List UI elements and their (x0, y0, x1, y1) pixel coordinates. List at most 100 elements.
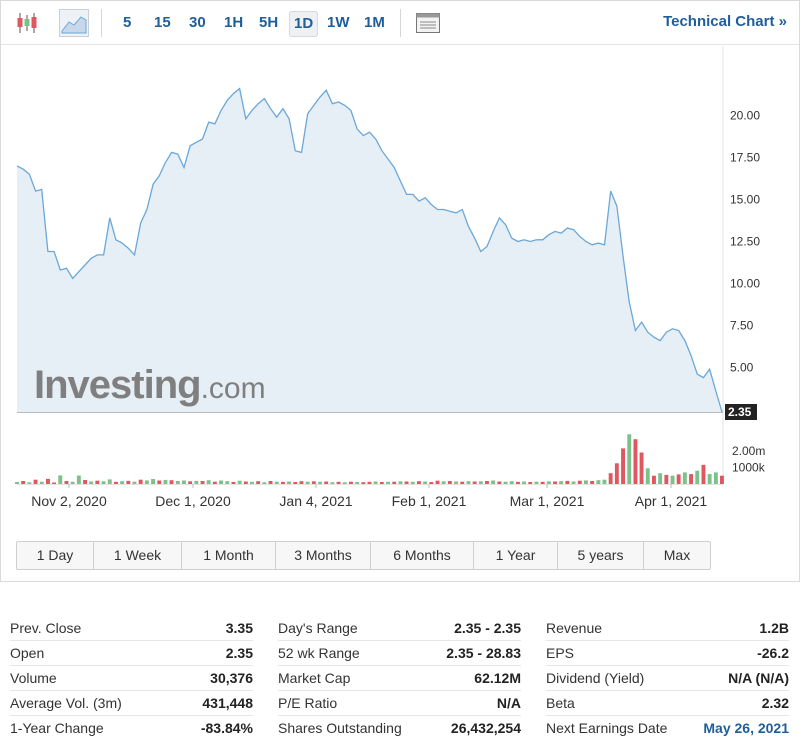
stat-label: Dividend (Yield) (546, 670, 645, 686)
stat-label: P/E Ratio (278, 695, 338, 711)
y-tick-label: 7.50 (730, 318, 754, 332)
volume-bar (559, 481, 564, 484)
stat-value: 3.35 (225, 620, 253, 636)
volume-bar (565, 480, 570, 484)
volume-bar (219, 480, 223, 484)
stat-label: Volume (10, 670, 57, 686)
y-tick-label: 17.50 (730, 150, 760, 164)
timeframe-1d[interactable]: 1D (289, 11, 319, 37)
volume-bar (76, 475, 81, 484)
volume-bar (546, 481, 551, 484)
stat-label: Revenue (546, 620, 603, 636)
range-button-6-months[interactable]: 6 Months (371, 542, 474, 569)
volume-bar (633, 439, 638, 484)
y-tick-label: 12.50 (730, 234, 760, 248)
volume-bar (311, 481, 316, 484)
volume-bar (188, 481, 193, 484)
stat-row: Next Earnings Date May 26, 2021 (546, 716, 789, 741)
volume-bar (497, 481, 502, 484)
stat-value: -26.2 (757, 645, 789, 661)
volume-bar (206, 480, 211, 484)
range-button-max[interactable]: Max (663, 547, 691, 563)
volume-bar (355, 482, 360, 484)
indicators-icon[interactable] (414, 9, 442, 37)
range-button-3-months[interactable]: 3 Months (276, 542, 371, 569)
volume-bar (274, 481, 279, 484)
area-chart-icon[interactable] (59, 9, 89, 37)
volume-bar (695, 470, 700, 484)
x-tick-label: Mar 1, 2021 (510, 493, 585, 509)
volume-bar (262, 482, 267, 484)
stat-row: Beta 2.32 (546, 691, 789, 716)
range-button-1-day[interactable]: 1 Day (17, 542, 94, 569)
volume-bar (577, 480, 582, 484)
x-tick-label: Dec 1, 2020 (155, 493, 231, 509)
volume-bar (194, 480, 199, 484)
volume-bar (89, 481, 94, 484)
stat-label: Prev. Close (10, 620, 82, 636)
range-button-1-month[interactable]: 1 Month (182, 542, 276, 569)
stat-row: Shares Outstanding 26,432,254 (278, 716, 521, 741)
volume-bar (27, 482, 32, 484)
volume-bar (410, 481, 415, 484)
technical-chart-link[interactable]: Technical Chart » (663, 13, 787, 30)
y-tick-label: 10.00 (730, 276, 760, 290)
volume-bar (287, 481, 291, 484)
volume-bar (553, 481, 557, 484)
timeframe-1w[interactable]: 1W (327, 14, 350, 31)
timeframe-30[interactable]: 30 (189, 14, 206, 31)
stat-value: 2.32 (761, 695, 789, 711)
volume-bar (144, 480, 149, 484)
volume-bar (367, 481, 372, 484)
stat-value: -83.84% (200, 720, 253, 736)
volume-bar (175, 481, 180, 484)
volume-bar (305, 481, 310, 484)
price-chart: 20.00 17.50 15.00 12.50 10.00 7.50 5.00 2.35 2.0… (15, 46, 766, 509)
volume-bar (398, 481, 403, 484)
volume-bar (107, 479, 112, 484)
stat-label: 52 wk Range (278, 645, 360, 661)
range-button-1-year[interactable]: 1 Year (474, 542, 558, 569)
stat-row: 1-Year Change -83.84% (10, 716, 253, 741)
timeframe-5h[interactable]: 5H (259, 14, 279, 31)
x-tick-label: Feb 1, 2021 (392, 493, 467, 509)
timeframe-1h[interactable]: 1H (224, 14, 244, 31)
volume-bar (528, 482, 533, 484)
stat-label: Next Earnings Date (546, 720, 668, 736)
stats-table: Prev. Close 3.35 Open 2.35 Volume 30,376 Avera… (0, 616, 800, 743)
range-button-5-years[interactable]: 5 years (558, 542, 644, 569)
volume-bar (670, 475, 675, 484)
volume-bar (237, 480, 242, 484)
volume-bar (268, 481, 273, 484)
volume-bar (70, 481, 75, 484)
volume-bar (435, 480, 440, 484)
last-price-badge (725, 404, 757, 420)
volume-bar (472, 481, 477, 484)
volume-bar (485, 481, 489, 484)
volume-bar (212, 481, 217, 484)
volume-bar (114, 481, 118, 484)
volume-bar (373, 481, 378, 484)
investing-logo: Investing.com (34, 363, 266, 407)
volume-bar (281, 481, 285, 484)
volume-bar (652, 475, 656, 484)
volume-bar (707, 474, 712, 484)
timeframe-1m[interactable]: 1M (364, 14, 385, 31)
timeframe-5[interactable]: 5 (123, 14, 132, 31)
volume-bar (720, 475, 724, 484)
price-area (17, 88, 722, 412)
volume-bar (361, 482, 366, 484)
volume-bar (95, 480, 100, 484)
volume-bar (441, 481, 446, 484)
volume-bar (250, 481, 254, 484)
volume-bar (682, 472, 687, 484)
earnings-date-link[interactable]: May 26, 2021 (703, 720, 789, 736)
volume-bar (379, 482, 384, 484)
timeframe-15[interactable]: 15 (154, 14, 171, 31)
x-tick-label: Jan 4, 2021 (279, 493, 352, 509)
volume-tick-label: 2.00m (732, 444, 765, 458)
candlestick-icon[interactable] (13, 9, 41, 37)
stat-value: 2.35 - 2.35 (454, 620, 521, 636)
range-button-1-week[interactable]: 1 Week (94, 542, 182, 569)
volume-bar (46, 478, 50, 484)
